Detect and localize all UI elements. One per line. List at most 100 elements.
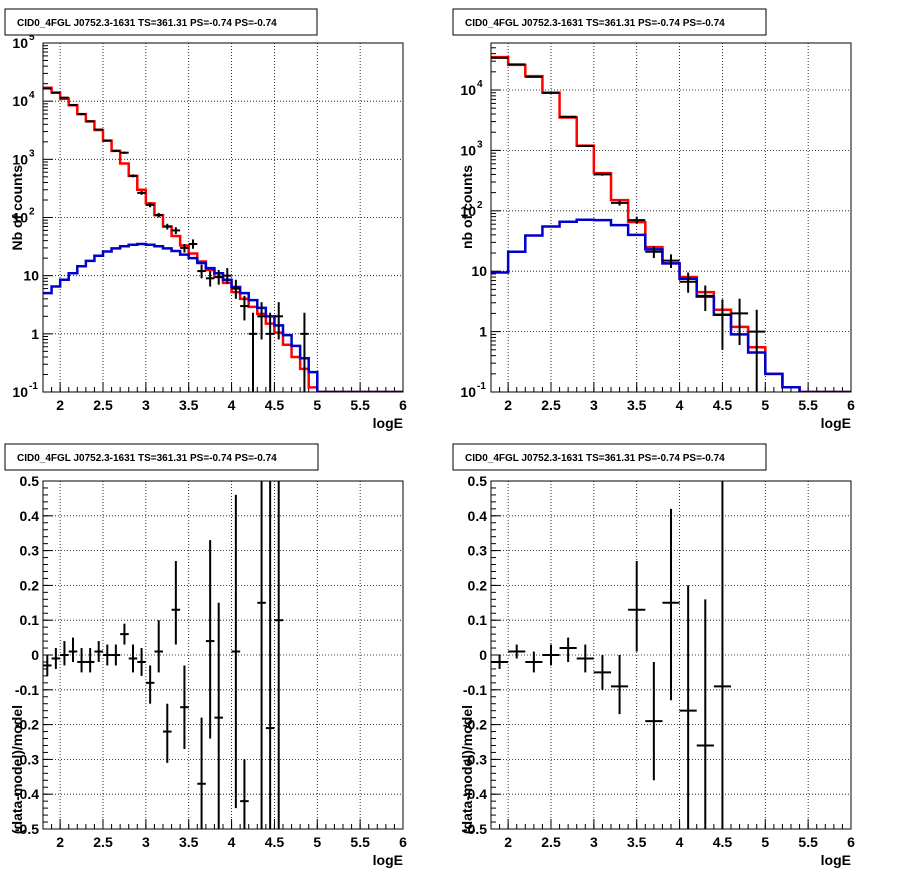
data-point — [188, 239, 198, 249]
data-point — [120, 151, 129, 154]
residual-point — [171, 561, 181, 645]
residual-point — [94, 641, 103, 662]
residual-point — [611, 655, 629, 715]
y-tick-label: 1 — [479, 324, 487, 340]
data-point — [713, 299, 731, 350]
residual-point — [525, 651, 543, 673]
residual-point — [103, 644, 112, 666]
x-tick-label: 4 — [228, 397, 236, 413]
x-tick-label: 6 — [399, 397, 407, 413]
grid — [491, 43, 851, 392]
y-tick-exponent: 3 — [477, 139, 483, 150]
data-point — [508, 63, 526, 66]
x-tick-label: 2.5 — [541, 834, 561, 850]
data-point — [77, 113, 86, 116]
y-tick-label: 0.1 — [468, 612, 488, 628]
grid — [43, 481, 403, 829]
x-tick-label: 3 — [590, 834, 598, 850]
data-point — [231, 279, 241, 299]
y-tick-label: -0.3 — [463, 751, 487, 767]
x-tick-label: 5 — [313, 397, 321, 413]
grid — [43, 43, 403, 392]
data-point — [60, 96, 69, 99]
data-point — [68, 103, 78, 106]
y-tick-label: 0.2 — [468, 577, 488, 593]
x-tick-label: 6 — [847, 834, 855, 850]
data-point — [137, 191, 146, 195]
y-tick-label: 10 — [12, 384, 28, 400]
residual-point — [542, 644, 560, 666]
data-point — [265, 312, 275, 392]
y-tick-label: 0.3 — [20, 543, 40, 559]
x-tick-label: 3.5 — [179, 397, 199, 413]
residual-point — [713, 481, 731, 829]
residual-point — [240, 759, 249, 829]
data-point — [300, 312, 309, 392]
residual-point — [145, 665, 155, 704]
data-point — [559, 115, 577, 118]
x-axis-label: logE — [373, 415, 403, 431]
y-tick-exponent: 2 — [477, 200, 483, 211]
residual-point — [231, 494, 241, 809]
data-point — [94, 128, 103, 131]
data-point — [731, 298, 749, 345]
y-tick-label: -0.2 — [463, 717, 487, 733]
y-tick-label: 0.4 — [468, 508, 488, 524]
x-tick-label: 3 — [142, 397, 150, 413]
x-tick-label: 3.5 — [627, 397, 647, 413]
residual-point — [679, 585, 697, 829]
pad-title: CID0_4FGL J0752.3-1631 TS=361.31 PS=-0.7… — [465, 18, 725, 29]
residual-point — [43, 655, 52, 676]
data-point — [748, 309, 766, 392]
data-point — [525, 75, 543, 78]
data-point — [223, 268, 232, 284]
x-tick-label: 5 — [761, 834, 769, 850]
x-tick-label: 5.5 — [350, 834, 370, 850]
data-point — [171, 227, 181, 235]
data-point — [542, 91, 560, 94]
x-tick-label: 4 — [676, 834, 684, 850]
y-tick-exponent: 4 — [477, 79, 483, 90]
y-tick-label: 0.5 — [468, 473, 488, 489]
y-tick-label: -0.4 — [463, 786, 487, 802]
y-tick-label: 0 — [479, 647, 487, 663]
y-tick-label: 1 — [31, 326, 39, 342]
y-axis-label: Nb of counts — [9, 165, 25, 251]
x-axis-label: logE — [821, 415, 851, 431]
x-tick-label: 2.5 — [541, 397, 561, 413]
data-point — [576, 145, 594, 148]
residual-point — [111, 644, 121, 666]
y-tick-label: 0.2 — [20, 577, 40, 593]
residual-point — [214, 602, 223, 829]
plot-frame — [490, 480, 852, 830]
x-tick-label: 4.5 — [713, 397, 733, 413]
series-source-model-line — [491, 218, 851, 392]
y-tick-exponent: 3 — [29, 148, 35, 159]
data-point — [197, 264, 206, 279]
x-tick-label: 2 — [504, 397, 512, 413]
pad-4: 2 2.5 3 3.5 4 4.5 5 5.5 6 -0.5 -0.4 -0.3 -0.2 -0.1 0 0.… — [452, 443, 855, 868]
data-point — [111, 149, 121, 152]
pad-title: CID0_4FGL J0752.3-1631 TS=361.31 PS=-0.7… — [17, 18, 277, 29]
y-tick-exponent: 5 — [29, 32, 35, 43]
pad-3: 2 2.5 3 3.5 4 4.5 5 5.5 6 -0.5 -0.4 -0.3 -0.2 -0.1 0 0.… — [4, 443, 407, 868]
residual-point — [508, 644, 526, 659]
title-box — [452, 443, 767, 471]
x-tick-label: 4.5 — [713, 834, 733, 850]
x-axis-label: logE — [821, 852, 851, 868]
x-tick-label: 5.5 — [350, 397, 370, 413]
y-tick-label: -0.1 — [15, 682, 39, 698]
residual-point — [137, 648, 146, 676]
data-point — [154, 212, 163, 218]
pad-title: CID0_4FGL J0752.3-1631 TS=361.31 PS=-0.7… — [17, 453, 277, 464]
y-tick-label: 0.1 — [20, 612, 40, 628]
residual-point — [491, 655, 509, 669]
x-tick-label: 2 — [56, 834, 64, 850]
residual-point — [180, 665, 189, 749]
y-tick-label: 10 — [12, 93, 28, 109]
residual-point — [68, 637, 78, 662]
y-tick-label: 0.3 — [468, 543, 488, 559]
x-tick-label: 5.5 — [798, 397, 818, 413]
